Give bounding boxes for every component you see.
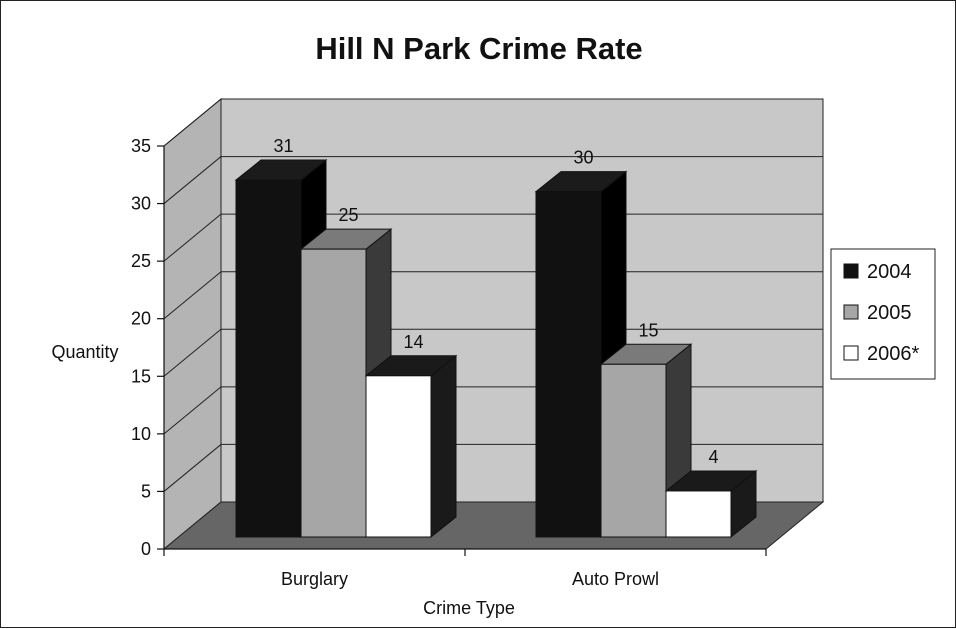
legend-label-2004: 2004 xyxy=(867,261,912,283)
data-label: 31 xyxy=(273,136,293,156)
data-label: 25 xyxy=(338,205,358,225)
legend-label-2006*: 2006* xyxy=(867,343,919,365)
gridline-side xyxy=(163,444,222,492)
legend-swatch-2006* xyxy=(843,345,859,361)
plot-area: 0 5 10 15 20 25 30 35 Burglary Auto Prowl 31 25 14 30… xyxy=(131,97,825,589)
bar-front xyxy=(535,191,602,538)
data-label: 30 xyxy=(573,148,593,168)
y-tick-label: 15 xyxy=(131,366,151,386)
chart-title: Hill N Park Crime Rate xyxy=(315,31,642,66)
gridline-side xyxy=(163,98,222,147)
legend-swatch-2004 xyxy=(843,263,859,279)
y-tick-label: 5 xyxy=(141,481,151,501)
gridline-side xyxy=(163,213,222,262)
side-wall xyxy=(163,97,222,551)
data-label: 4 xyxy=(708,447,718,467)
legend-swatch-2005 xyxy=(843,304,859,320)
x-tick-label: Auto Prowl xyxy=(572,569,659,589)
y-tick-label: 35 xyxy=(131,136,151,156)
data-label: 15 xyxy=(638,320,658,340)
bar-2006*-Auto Prowl: 4 xyxy=(664,447,758,539)
x-tick-label: Burglary xyxy=(281,569,348,589)
y-tick-label: 20 xyxy=(131,309,151,329)
bar-front xyxy=(600,363,667,538)
bar-front xyxy=(300,248,367,538)
bar-front xyxy=(665,490,732,538)
gridline-side xyxy=(163,156,222,204)
bar-side xyxy=(430,354,457,539)
y-tick-label: 25 xyxy=(131,251,151,271)
gridline-side xyxy=(163,386,222,435)
data-label: 14 xyxy=(403,332,423,352)
legend: 2004 2005 2006* xyxy=(830,248,936,380)
bar-front xyxy=(365,375,432,538)
y-tick-label: 0 xyxy=(141,539,151,559)
bar-front xyxy=(235,179,302,538)
x-axis-label: Crime Type xyxy=(423,598,515,618)
bar-2004-Auto Prowl: 30 xyxy=(534,148,628,539)
gridline-side xyxy=(163,271,222,320)
gridline-side xyxy=(163,328,222,377)
legend-label-2005: 2005 xyxy=(867,302,912,324)
y-tick-label: 10 xyxy=(131,424,151,444)
y-tick-label: 30 xyxy=(131,194,151,214)
y-axis-label: Quantity xyxy=(51,342,118,362)
bar-2006*-Burglary: 14 xyxy=(364,332,458,539)
